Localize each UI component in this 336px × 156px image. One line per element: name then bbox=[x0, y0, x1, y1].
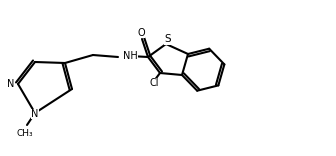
Text: Cl: Cl bbox=[149, 78, 159, 88]
Text: N: N bbox=[31, 109, 39, 119]
Text: N: N bbox=[7, 79, 14, 89]
Text: S: S bbox=[165, 34, 171, 44]
Text: NH: NH bbox=[123, 51, 138, 61]
Text: O: O bbox=[137, 28, 145, 38]
Text: CH₃: CH₃ bbox=[17, 129, 33, 138]
